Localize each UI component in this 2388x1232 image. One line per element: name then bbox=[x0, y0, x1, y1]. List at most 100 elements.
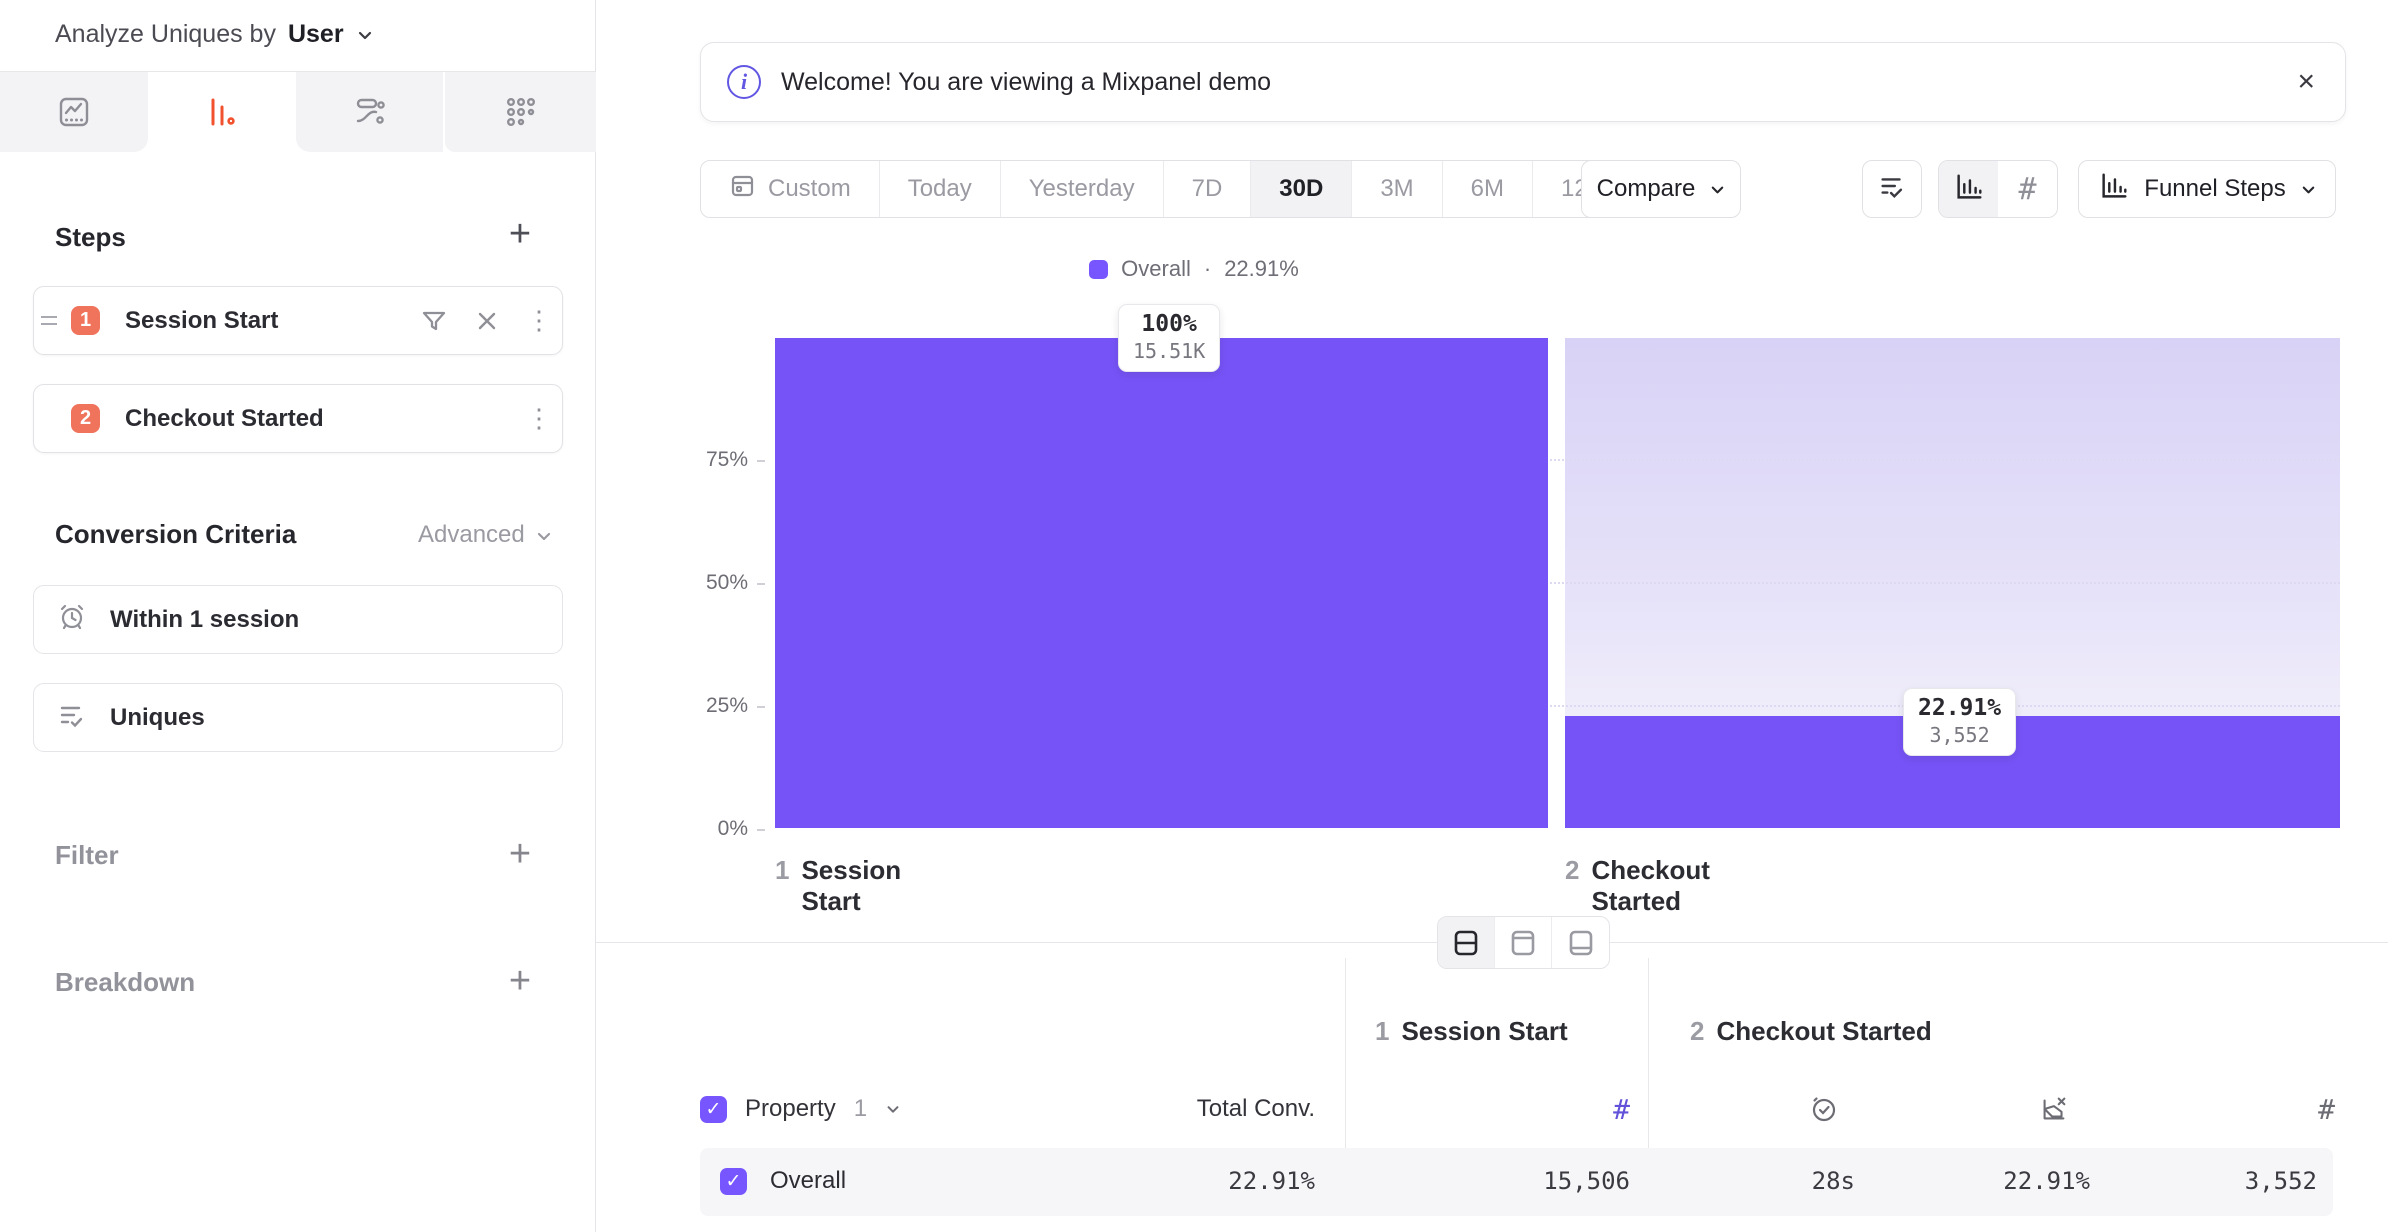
bar-value-tooltip-session-start: 100% 15.51K bbox=[1118, 304, 1221, 372]
add-breakdown-button[interactable]: + bbox=[508, 960, 532, 1002]
date-range-6m[interactable]: 6M bbox=[1443, 161, 1533, 217]
step-more-icon[interactable]: ⋮ bbox=[526, 403, 552, 434]
y-axis-tick-mark bbox=[757, 829, 765, 831]
select-all-checkbox[interactable]: ✓ bbox=[700, 1095, 727, 1123]
bar-session-start[interactable] bbox=[775, 338, 1548, 828]
group-step-number: 2 bbox=[1690, 1016, 1705, 1046]
compare-button[interactable]: Compare bbox=[1581, 160, 1741, 218]
drag-handle-icon[interactable] bbox=[41, 316, 61, 325]
query-builder-sidebar: Analyze Uniques by User bbox=[0, 0, 596, 1232]
chart-only-view-toggle[interactable] bbox=[1495, 917, 1552, 968]
step-label[interactable]: Session Start bbox=[125, 306, 279, 334]
funnel-steps-label: Funnel Steps bbox=[2144, 175, 2286, 202]
tab-flows[interactable] bbox=[296, 72, 443, 152]
tooltip-count: 15.51K bbox=[1133, 339, 1206, 363]
date-range-30d-active[interactable]: 30D bbox=[1251, 161, 1353, 217]
insights-icon bbox=[56, 94, 92, 130]
y-axis-tick-mark bbox=[757, 583, 765, 585]
chevron-down-icon bbox=[1709, 181, 1725, 197]
percent-bars-toggle[interactable] bbox=[1939, 161, 1998, 217]
date-range-yesterday[interactable]: Yesterday bbox=[1001, 161, 1164, 217]
absolute-numbers-toggle[interactable]: # bbox=[1998, 161, 2057, 217]
group-step-number: 1 bbox=[1375, 1016, 1390, 1046]
session-start-count-column-icon[interactable]: # bbox=[1613, 1092, 1630, 1126]
avg-time-to-convert-column-icon[interactable] bbox=[1790, 1085, 1840, 1133]
conversion-window-setting[interactable]: Within 1 session bbox=[33, 585, 563, 654]
counting-method-setting[interactable]: Uniques bbox=[33, 683, 563, 752]
property-column-label[interactable]: Property bbox=[745, 1095, 836, 1122]
add-filter-button[interactable]: + bbox=[508, 833, 532, 875]
table-column-divider bbox=[1345, 958, 1346, 1216]
funnels-icon bbox=[204, 94, 240, 130]
analyze-entity-dropdown[interactable]: User bbox=[287, 19, 344, 48]
date-range-custom[interactable]: Custom bbox=[701, 161, 880, 217]
steps-section-title: Steps bbox=[55, 222, 126, 252]
tooltip-percent: 22.91% bbox=[1918, 695, 2002, 721]
cell-converted-count: 3,552 bbox=[2244, 1167, 2317, 1195]
conversion-criteria-title: Conversion Criteria bbox=[55, 519, 297, 549]
step-index-badge: 1 bbox=[71, 306, 100, 335]
banner-close-icon[interactable]: × bbox=[2297, 65, 2315, 98]
analyze-header: Analyze Uniques by User bbox=[55, 14, 372, 54]
conversion-rate-column-icon[interactable] bbox=[2020, 1085, 2070, 1133]
y-axis-tick: 25% bbox=[705, 694, 748, 717]
step-number: 1 bbox=[775, 855, 790, 885]
date-range-today[interactable]: Today bbox=[880, 161, 1001, 217]
funnel-steps-view-dropdown[interactable]: Funnel Steps bbox=[2078, 160, 2336, 218]
table-row-overall[interactable]: ✓ Overall 22.91% 15,506 28s 22.91% 3,552 bbox=[700, 1148, 2333, 1216]
tab-insights[interactable] bbox=[0, 72, 148, 152]
uniques-metric-button[interactable] bbox=[1862, 160, 1922, 218]
converted-count-column-icon[interactable]: # bbox=[2318, 1092, 2335, 1126]
alarm-clock-icon bbox=[56, 601, 88, 638]
step-row-checkout-started[interactable]: 2 Checkout Started ⋮ bbox=[33, 384, 563, 453]
date-range-selector: Custom Today Yesterday 7D 30D 3M 6M 12M bbox=[700, 160, 1637, 218]
filter-step-icon[interactable] bbox=[420, 307, 448, 335]
calendar-icon bbox=[729, 172, 756, 206]
date-range-label: 30D bbox=[1279, 175, 1324, 202]
legend-series-label[interactable]: Overall bbox=[1121, 256, 1191, 281]
step-index-badge: 2 bbox=[71, 404, 100, 433]
banner-text: Welcome! You are viewing a Mixpanel demo bbox=[781, 67, 1272, 96]
date-range-label: 6M bbox=[1470, 175, 1504, 202]
bar-chart-axis-icon bbox=[1953, 171, 1985, 208]
split-view-toggle[interactable] bbox=[1438, 917, 1495, 968]
date-range-3m[interactable]: 3M bbox=[1352, 161, 1443, 217]
row-checkbox[interactable]: ✓ bbox=[720, 1168, 747, 1195]
tab-retention[interactable] bbox=[445, 72, 596, 152]
table-only-view-toggle[interactable] bbox=[1552, 917, 1609, 968]
date-range-label: Yesterday bbox=[1028, 175, 1135, 202]
flows-icon bbox=[351, 93, 389, 131]
x-axis-category-session-start: 1 Session Start bbox=[775, 855, 901, 917]
conversion-window-label: Within 1 session bbox=[110, 605, 300, 633]
cell-conv-rate: 22.91% bbox=[2003, 1167, 2090, 1195]
group-step-name: Checkout Started bbox=[1716, 1016, 1932, 1046]
list-check-icon bbox=[1877, 171, 1907, 208]
chevron-down-icon[interactable] bbox=[356, 26, 372, 42]
tab-funnels-active[interactable] bbox=[148, 72, 296, 152]
report-type-tabs bbox=[0, 72, 596, 152]
bar-chart-axis-icon bbox=[2098, 170, 2130, 209]
chevron-down-icon bbox=[2300, 181, 2316, 197]
advanced-dropdown[interactable]: Advanced bbox=[418, 521, 551, 549]
tooltip-count: 3,552 bbox=[1929, 723, 1990, 747]
compare-label: Compare bbox=[1596, 175, 1696, 202]
date-range-label: 3M bbox=[1380, 175, 1414, 202]
step-row-session-start[interactable]: 1 Session Start ⋮ bbox=[33, 286, 563, 355]
step-label[interactable]: Checkout Started bbox=[125, 404, 324, 432]
list-check-icon bbox=[56, 699, 88, 736]
total-conv-column-header[interactable]: Total Conv. bbox=[1196, 1095, 1315, 1122]
y-axis-tick: 50% bbox=[705, 571, 748, 594]
table-group-session-start: 1 Session Start bbox=[1375, 1016, 1568, 1047]
remove-step-icon[interactable] bbox=[474, 308, 500, 334]
value-display-toggle: # bbox=[1938, 160, 2058, 218]
cell-session-start-count: 15,506 bbox=[1543, 1167, 1630, 1195]
breakdown-section-title: Breakdown bbox=[55, 967, 196, 997]
y-axis-tick: 0% bbox=[717, 817, 748, 840]
cell-avg-time-to-convert: 28s bbox=[1811, 1167, 1855, 1195]
chevron-down-icon[interactable] bbox=[885, 1101, 901, 1117]
gridline-50 bbox=[775, 582, 2340, 584]
step-more-icon[interactable]: ⋮ bbox=[526, 305, 552, 336]
add-step-button[interactable]: + bbox=[508, 213, 532, 255]
date-range-7d[interactable]: 7D bbox=[1164, 161, 1252, 217]
